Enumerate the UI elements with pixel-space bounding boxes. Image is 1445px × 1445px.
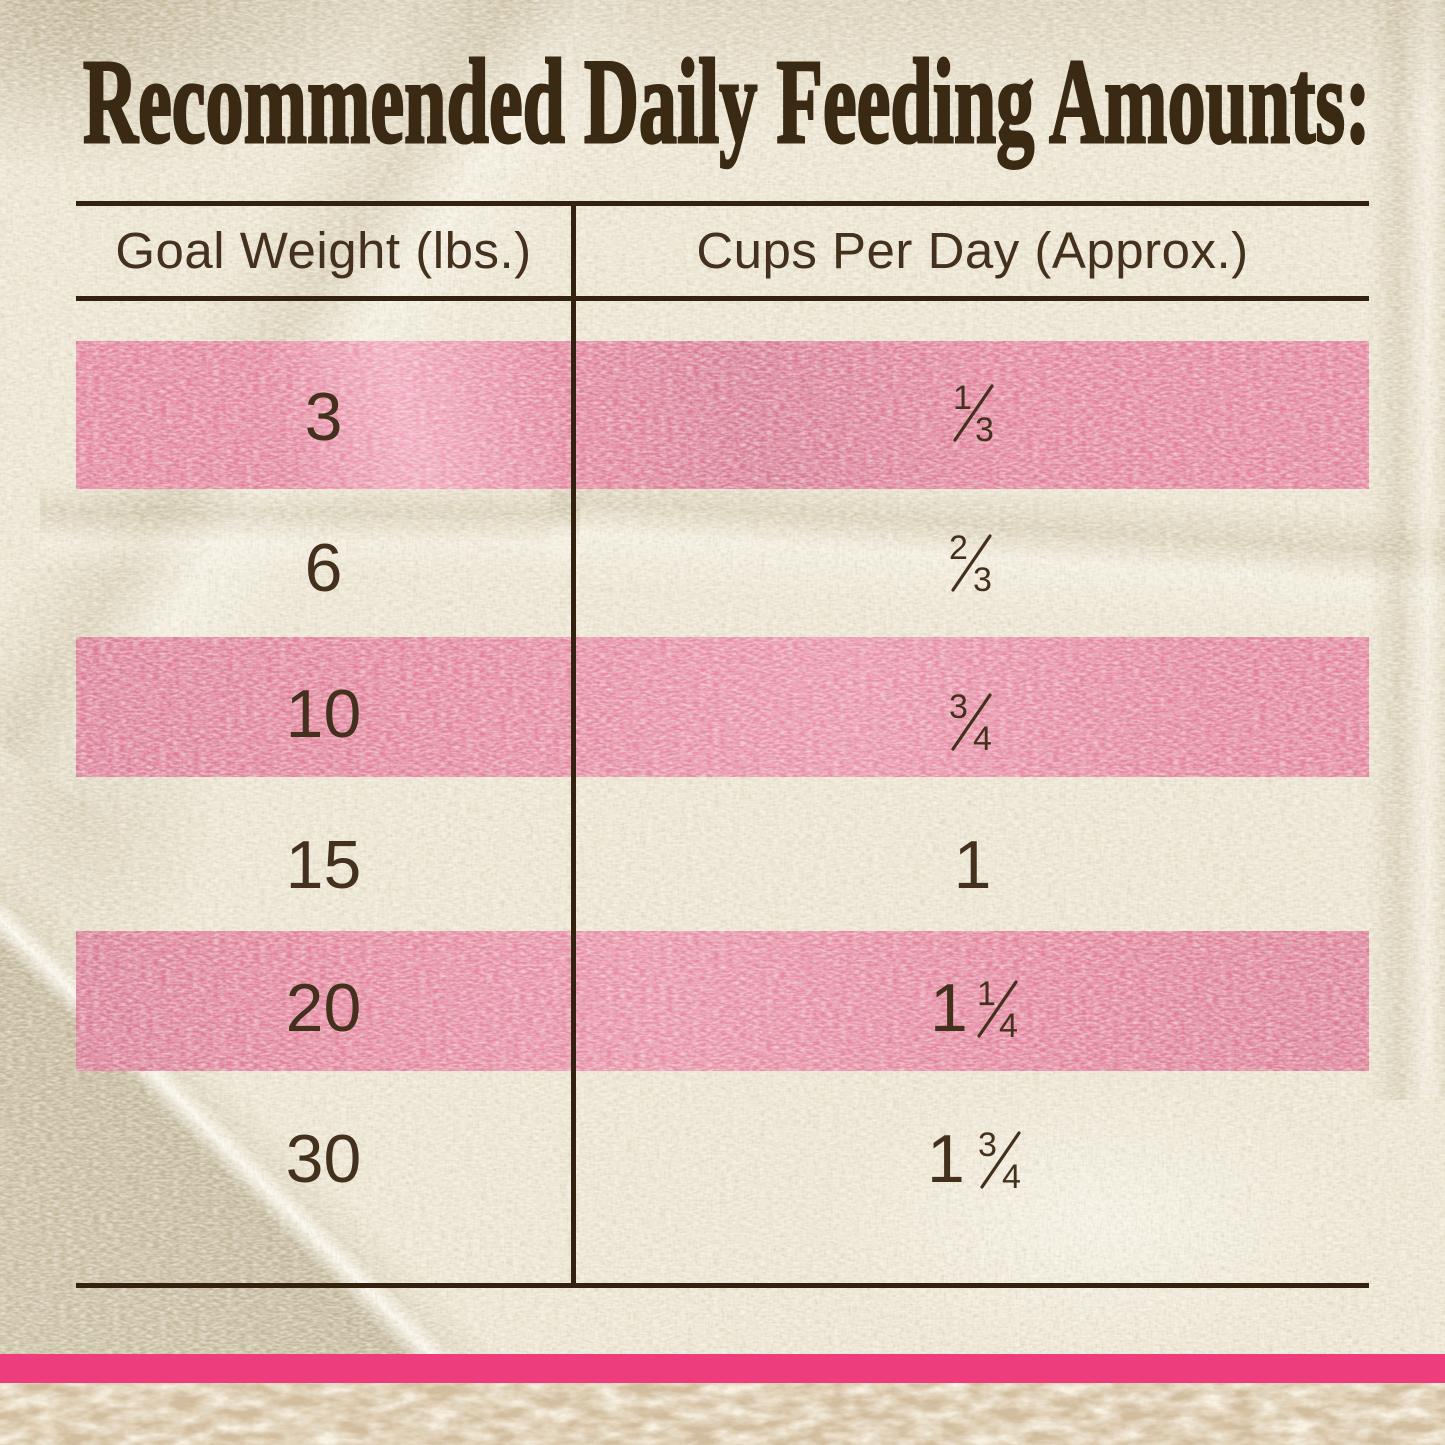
- svg-text:4: 4: [973, 720, 992, 751]
- svg-text:2: 2: [949, 534, 968, 567]
- svg-text:1: 1: [977, 980, 996, 1013]
- svg-text:3: 3: [978, 1131, 997, 1164]
- svg-text:4: 4: [999, 1007, 1018, 1038]
- svg-text:4: 4: [1002, 1158, 1021, 1189]
- svg-text:3: 3: [975, 411, 994, 442]
- svg-text:3: 3: [973, 561, 992, 592]
- svg-text:1: 1: [953, 384, 972, 417]
- svg-text:3: 3: [949, 693, 968, 726]
